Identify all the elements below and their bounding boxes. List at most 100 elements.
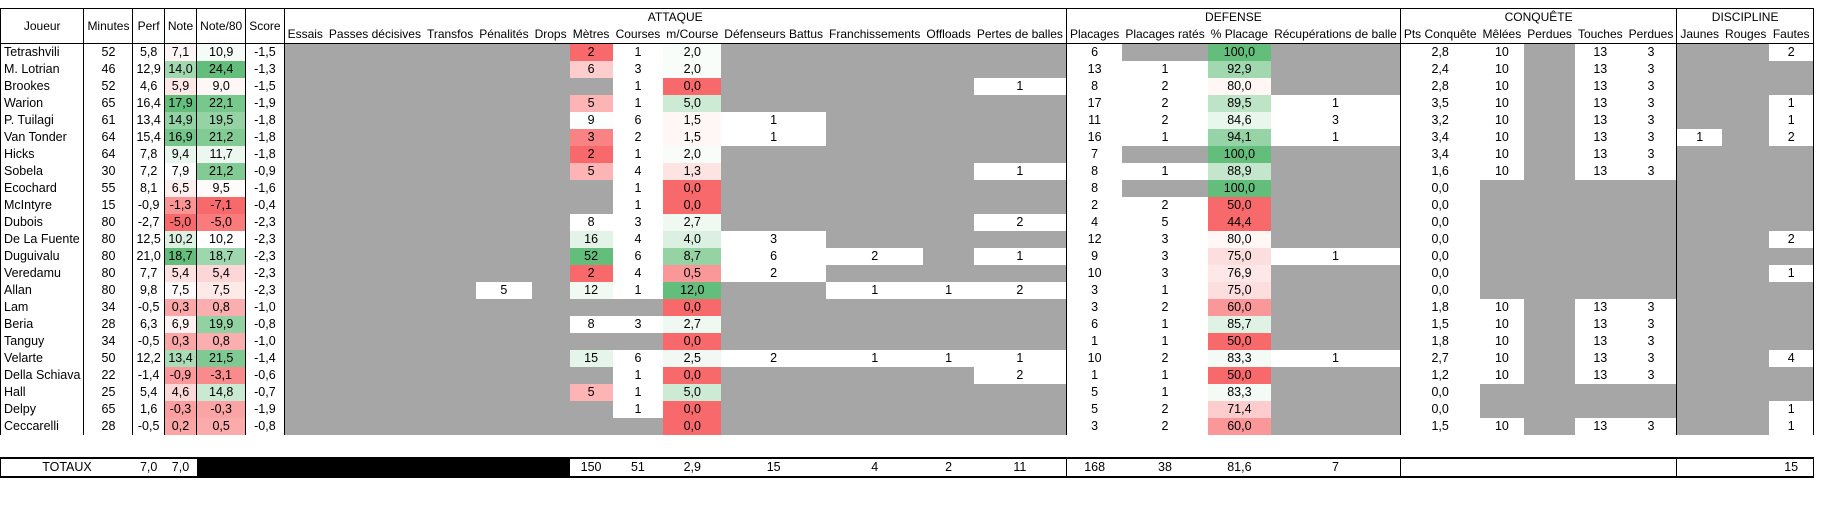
totals-empty	[245, 457, 285, 478]
cell-dfenseursbattus	[721, 95, 827, 112]
cell-perf: 12,2	[132, 350, 165, 367]
cell-passesdcisives	[325, 163, 424, 180]
cell-perdues	[1524, 401, 1575, 418]
cell-dfenseursbattus: 1	[721, 112, 827, 129]
cell-passesdcisives	[325, 384, 424, 401]
cell-touches: 13	[1574, 367, 1626, 384]
cell-placages: 13	[1065, 61, 1123, 78]
cell-mles: 10	[1479, 43, 1525, 61]
cell-score: -2,3	[245, 265, 285, 282]
cell-pnalits	[476, 180, 532, 197]
cell-essais	[283, 61, 326, 78]
cell-jaunes	[1676, 282, 1723, 299]
cell-touches	[1574, 265, 1626, 282]
cell-drops	[531, 146, 570, 163]
cell-placage: 44,4	[1207, 214, 1272, 231]
cell-courses: 1	[612, 43, 664, 61]
cell-jaunes	[1676, 401, 1723, 418]
cell-ptsconqute: 2,7	[1399, 350, 1480, 367]
cell-placages: 7	[1065, 146, 1123, 163]
cell-fautes	[1769, 333, 1814, 350]
cell-rouges	[1722, 129, 1770, 146]
totals-empty	[283, 457, 326, 478]
cell-rouges	[1722, 418, 1770, 435]
cell-courses: 4	[612, 265, 664, 282]
cell-perdues: 3	[1625, 78, 1678, 95]
cell-perdues	[1524, 197, 1575, 214]
cell-pertesdeballes	[973, 316, 1067, 333]
cell-mtres	[569, 367, 613, 384]
cell-placages: 9	[1065, 248, 1123, 265]
cell-placage: 80,0	[1207, 231, 1272, 248]
cell-drops	[531, 316, 570, 333]
cell-joueur: M. Lotrian	[0, 61, 85, 78]
cell-placagesrats: 1	[1122, 384, 1208, 401]
cell-placagesrats	[1122, 43, 1208, 61]
cell-ptsconqute: 2,8	[1399, 43, 1480, 61]
cell-placage: 100,0	[1207, 180, 1272, 197]
cell-fautes	[1769, 282, 1814, 299]
cell-drops	[531, 214, 570, 231]
cell-drops	[531, 43, 570, 61]
cell-franchissements	[826, 299, 924, 316]
header-note80: Note/80	[196, 8, 247, 44]
totals-perf: 7,0	[132, 457, 165, 478]
cell-pnalits	[476, 129, 532, 146]
cell-perdues: 3	[1625, 350, 1678, 367]
totals-empty	[1625, 457, 1678, 478]
cell-offloads	[923, 61, 974, 78]
cell-note: 0,3	[163, 299, 198, 316]
col-header-16: Offloads	[923, 26, 974, 44]
cell-courses: 1	[612, 384, 664, 401]
cell-pertesdeballes: 1	[973, 78, 1067, 95]
cell-score: -0,8	[245, 418, 285, 435]
cell-placages: 3	[1065, 282, 1123, 299]
cell-minutes: 22	[83, 367, 134, 384]
cell-dfenseursbattus	[721, 418, 827, 435]
cell-touches: 13	[1574, 43, 1626, 61]
cell-perdues: 3	[1625, 333, 1678, 350]
cell-mcourse: 5,0	[663, 384, 722, 401]
totals-recup: 7	[1271, 457, 1401, 478]
cell-drops	[531, 112, 570, 129]
cell-placages: 11	[1065, 112, 1123, 129]
cell-joueur: Warion	[0, 95, 85, 112]
col-header-17: Pertes de balles	[973, 26, 1067, 44]
table-row: Allan 80 9,8 7,5 7,5 -2,3 5 12 1 12,0 1 1 2 3 1 75,0 0,0	[0, 282, 1814, 299]
cell-pertesdeballes	[973, 384, 1067, 401]
cell-mles	[1479, 231, 1525, 248]
cell-joueur: Hicks	[0, 146, 85, 163]
cell-rouges	[1722, 197, 1770, 214]
cell-dfenseursbattus	[721, 163, 827, 180]
cell-mtres: 5	[569, 384, 613, 401]
cell-touches: 13	[1574, 163, 1626, 180]
cell-pertesdeballes	[973, 95, 1067, 112]
cell-mtres: 2	[569, 43, 613, 61]
cell-transfos	[423, 78, 477, 95]
cell-pnalits	[476, 384, 532, 401]
cell-offloads	[923, 418, 974, 435]
cell-franchissements	[826, 112, 924, 129]
cell-perdues	[1524, 146, 1575, 163]
col-header-10: Drops	[531, 26, 570, 44]
cell-offloads	[923, 197, 974, 214]
cell-jaunes	[1676, 43, 1723, 61]
cell-drops	[531, 265, 570, 282]
cell-mcourse: 1,5	[663, 112, 722, 129]
cell-perf: -0,5	[132, 299, 165, 316]
cell-placages: 10	[1065, 350, 1123, 367]
cell-rcuprationsdeballe	[1271, 282, 1401, 299]
cell-passesdcisives	[325, 214, 424, 231]
cell-courses: 1	[612, 282, 664, 299]
cell-joueur: Van Tonder	[0, 129, 85, 146]
cell-passesdcisives	[325, 418, 424, 435]
cell-placagesrats: 5	[1122, 214, 1208, 231]
cell-placagesrats: 2	[1122, 197, 1208, 214]
cell-note: 0,2	[163, 418, 198, 435]
cell-note: 13,4	[163, 350, 198, 367]
cell-minutes: 80	[83, 282, 134, 299]
cell-touches: 13	[1574, 129, 1626, 146]
cell-mtres: 2	[569, 265, 613, 282]
cell-transfos	[423, 418, 477, 435]
cell-dfenseursbattus	[721, 78, 827, 95]
